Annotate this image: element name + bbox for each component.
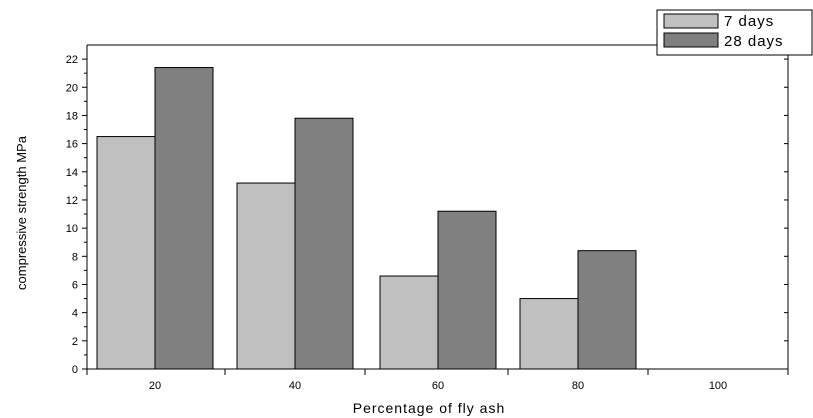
y-tick-label: 14 <box>66 167 78 179</box>
bar-28-days-60 <box>437 210 497 370</box>
legend-label-28-days: 28 days <box>724 33 784 50</box>
legend: 7 days 28 days <box>656 9 813 56</box>
x-ticks-group: 20 40 60 80 100 <box>86 369 789 392</box>
y-tick-label: 2 <box>72 336 78 348</box>
y-tick-label: 22 <box>66 54 78 66</box>
y-tick-label: 8 <box>72 251 78 263</box>
x-tick-label: 40 <box>289 380 301 392</box>
y-tick-label: 6 <box>72 279 78 291</box>
legend-label-7-days: 7 days <box>724 13 774 30</box>
y-tick-label: 0 <box>72 364 78 376</box>
y-tick-label: 4 <box>72 308 78 320</box>
x-axis-title: Percentage of fly ash <box>353 400 506 416</box>
x-tick-label: 80 <box>572 380 584 392</box>
y-tick-label: 20 <box>66 82 78 94</box>
bar-28-days-20 <box>154 67 214 370</box>
bar-7-days-40 <box>236 182 296 370</box>
y-ticks-group: 0 2 4 6 8 10 12 14 16 18 20 22 <box>66 54 788 376</box>
y-tick-label: 10 <box>66 223 78 235</box>
y-tick-label: 18 <box>66 110 78 122</box>
bar-7-days-80 <box>519 298 579 370</box>
x-tick-label: 60 <box>432 380 444 392</box>
legend-swatch-7-days <box>663 13 719 29</box>
x-tick-label: 100 <box>709 380 727 392</box>
bars-group <box>96 67 637 370</box>
y-tick-label: 12 <box>66 195 78 207</box>
bar-7-days-60 <box>379 275 439 370</box>
bar-7-days-20 <box>96 136 156 370</box>
y-tick-label: 16 <box>66 139 78 151</box>
legend-swatch-28-days <box>663 32 719 48</box>
y-axis-title: compressive strength MPa <box>14 135 29 290</box>
axes-group <box>86 44 789 370</box>
bar-28-days-40 <box>294 117 354 370</box>
x-tick-label: 20 <box>149 380 161 392</box>
bar-28-days-80 <box>577 250 637 370</box>
